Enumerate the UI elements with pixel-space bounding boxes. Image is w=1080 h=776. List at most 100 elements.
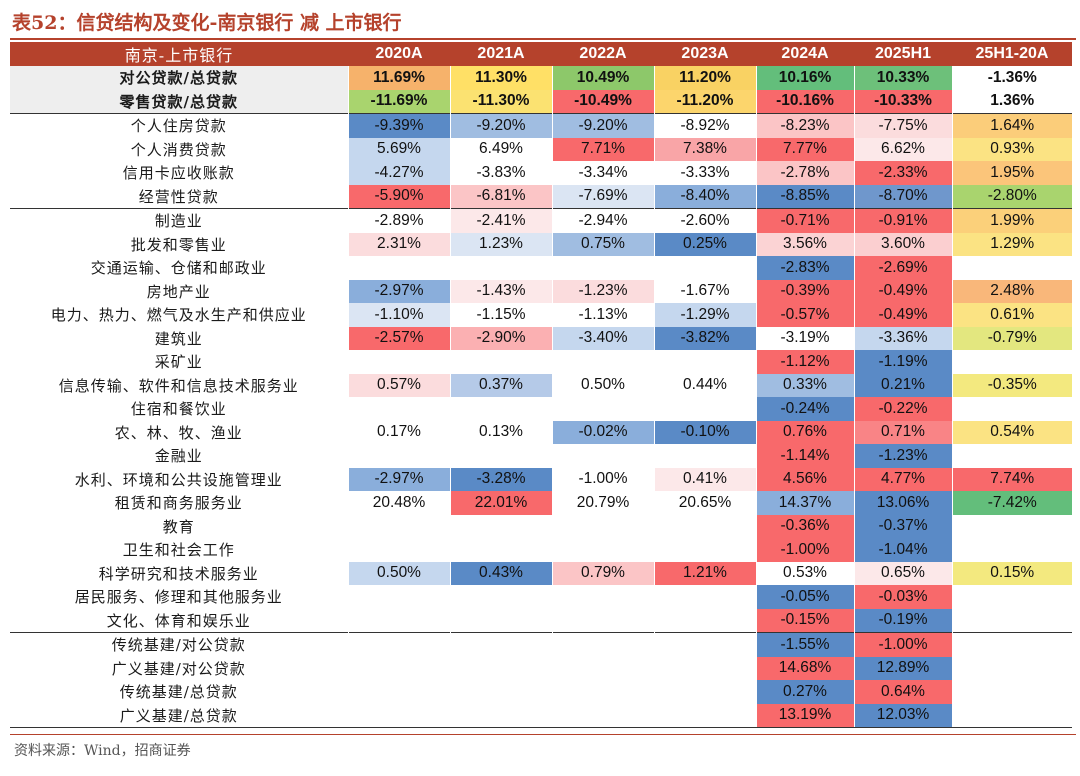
value-cell: 7.71%	[551, 137, 654, 161]
table-row: 个人住房贷款 -9.39% -9.20% -9.20% -8.92% -8.23% -7.7…	[10, 113, 1072, 138]
row-label: 个人住房贷款	[10, 113, 348, 138]
value-cell: -1.00%	[755, 538, 854, 562]
value-cell	[951, 608, 1072, 633]
value-cell: -3.83%	[449, 161, 552, 185]
value-cell	[653, 350, 756, 374]
value-cell: -1.23%	[551, 279, 654, 303]
value-cell: -0.57%	[755, 303, 854, 327]
column-header: 2020A	[348, 42, 450, 66]
value-cell	[449, 632, 552, 657]
value-cell: 11.20%	[653, 66, 756, 90]
value-cell: 0.15%	[951, 561, 1072, 585]
value-cell	[551, 514, 654, 538]
value-cell	[347, 538, 450, 562]
column-header: 25H1-20A	[952, 42, 1072, 66]
row-label: 广义基建/总贷款	[10, 703, 348, 728]
value-cell: -1.55%	[755, 632, 854, 657]
row-label: 零售贷款/总贷款	[10, 89, 348, 114]
value-cell	[551, 703, 654, 728]
value-cell: 3.56%	[755, 232, 854, 256]
value-cell: -2.60%	[653, 208, 756, 233]
table-row: 住宿和餐饮业 -0.24% -0.22%	[10, 397, 1072, 421]
value-cell: 20.65%	[653, 491, 756, 515]
table-row: 租赁和商务服务业 20.48% 22.01% 20.79% 20.65% 14.37% 13…	[10, 491, 1072, 515]
value-cell: -11.30%	[449, 89, 552, 114]
value-cell: 11.30%	[449, 66, 552, 90]
value-cell: -0.19%	[853, 608, 952, 633]
value-cell: 1.23%	[449, 232, 552, 256]
value-cell: -0.10%	[653, 420, 756, 444]
value-cell: 6.62%	[853, 137, 952, 161]
value-cell: 0.71%	[853, 420, 952, 444]
title-divider	[10, 38, 1076, 40]
value-cell	[951, 703, 1072, 728]
value-cell: -8.40%	[653, 184, 756, 209]
value-cell	[347, 585, 450, 609]
value-cell: 1.64%	[951, 113, 1072, 138]
value-cell: 12.89%	[853, 656, 952, 680]
value-cell: -8.85%	[755, 184, 854, 209]
table-row: 传统基建/对公贷款 -1.55% -1.00%	[10, 632, 1072, 657]
value-cell: -0.91%	[853, 208, 952, 233]
value-cell: -11.20%	[653, 89, 756, 114]
value-cell: -8.70%	[853, 184, 952, 209]
value-cell: 0.76%	[755, 420, 854, 444]
table-row: 金融业 -1.14% -1.23%	[10, 444, 1072, 468]
value-cell: -3.36%	[853, 326, 952, 350]
table-row: 广义基建/总贷款 13.19% 12.03%	[10, 703, 1072, 728]
value-cell: 14.68%	[755, 656, 854, 680]
value-cell: -0.39%	[755, 279, 854, 303]
value-cell: 0.21%	[853, 373, 952, 397]
value-cell: 10.16%	[755, 66, 854, 90]
value-cell	[951, 350, 1072, 374]
value-cell	[951, 538, 1072, 562]
value-cell: -3.82%	[653, 326, 756, 350]
value-cell: -0.79%	[951, 326, 1072, 350]
value-cell: -2.94%	[551, 208, 654, 233]
value-cell: -9.39%	[347, 113, 450, 138]
value-cell: -10.16%	[755, 89, 854, 114]
value-cell: -1.13%	[551, 303, 654, 327]
row-label: 租赁和商务服务业	[114, 494, 243, 513]
value-cell: -2.97%	[347, 279, 450, 303]
value-cell: 0.79%	[551, 561, 654, 585]
value-cell: 0.50%	[551, 373, 654, 397]
value-cell	[347, 703, 450, 728]
value-cell: 0.65%	[853, 561, 952, 585]
value-cell	[449, 514, 552, 538]
value-cell: 0.27%	[755, 680, 854, 704]
value-cell: -3.34%	[551, 161, 654, 185]
row-label: 建筑业	[154, 329, 203, 348]
table-row: 房地产业 -2.97% -1.43% -1.23% -1.67% -0.39% -0.49%…	[10, 279, 1072, 303]
table-row: 农、林、牧、渔业 0.17% 0.13% -0.02% -0.10% 0.76% 0.71%…	[10, 420, 1072, 444]
value-cell: 0.25%	[653, 232, 756, 256]
row-label: 传统基建/总贷款	[119, 683, 238, 702]
value-cell: -0.24%	[755, 397, 854, 421]
value-cell	[449, 444, 552, 468]
table-row: 经营性贷款 -5.90% -6.81% -7.69% -8.40% -8.85% -8.70…	[10, 184, 1072, 209]
value-cell	[347, 632, 450, 657]
value-cell	[951, 397, 1072, 421]
value-cell: -0.35%	[951, 373, 1072, 397]
value-cell: 0.54%	[951, 420, 1072, 444]
value-cell: 13.06%	[853, 491, 952, 515]
table-body: 对公贷款/总贷款 11.69% 11.30% 10.49% 11.20% 10.16% 10…	[10, 66, 1072, 728]
loan-structure-table: 南京-上市银行 2020A 2021A 2022A 2023A 2024A 20…	[10, 42, 1072, 728]
value-cell: 1.21%	[653, 561, 756, 585]
value-cell: -1.15%	[449, 303, 552, 327]
value-cell: 2.48%	[951, 279, 1072, 303]
value-cell: -0.37%	[853, 514, 952, 538]
value-cell	[551, 256, 654, 280]
value-cell	[951, 632, 1072, 657]
value-cell: -0.02%	[551, 420, 654, 444]
value-cell: -8.23%	[755, 113, 854, 138]
value-cell	[551, 608, 654, 633]
row-label: 制造业	[10, 208, 348, 233]
column-header: 2021A	[450, 42, 552, 66]
value-cell: -0.71%	[755, 208, 854, 233]
value-cell	[347, 608, 450, 633]
value-cell	[449, 350, 552, 374]
value-cell	[951, 256, 1072, 280]
value-cell: 4.77%	[853, 467, 952, 491]
table-row: 建筑业 -2.57% -2.90% -3.40% -3.82% -3.19% -3.36% -…	[10, 326, 1072, 350]
